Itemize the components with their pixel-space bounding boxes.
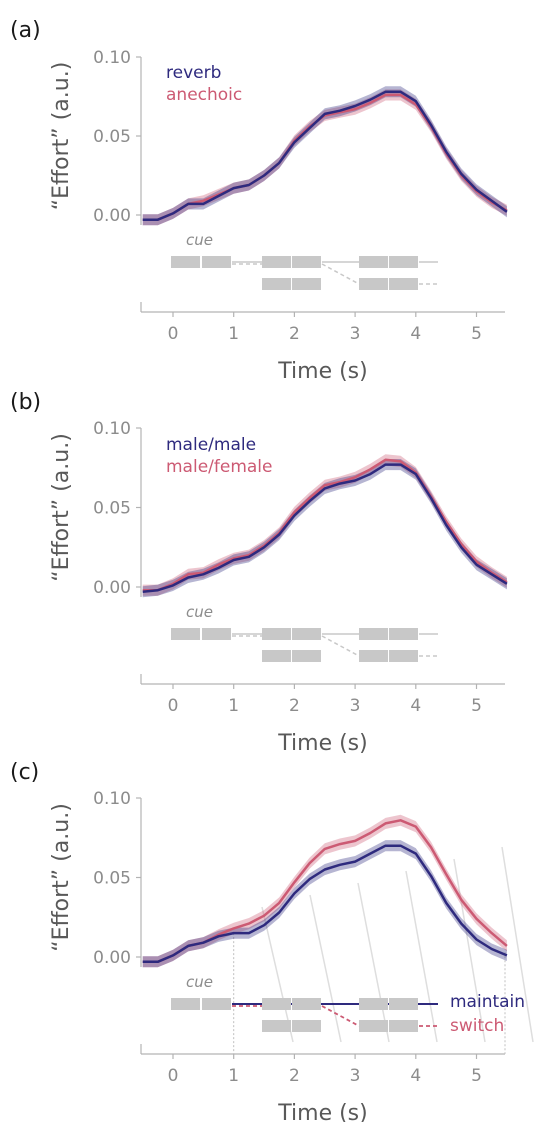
x-tick-label: 2 — [289, 1066, 300, 1086]
legend-entry: maintain — [450, 992, 525, 1012]
y-tick-label: 0.05 — [93, 127, 131, 147]
x-tick-label: 0 — [168, 1066, 179, 1086]
x-tick-label: 2 — [289, 324, 300, 344]
timeline-block — [171, 256, 200, 268]
x-tick-label: 2 — [289, 696, 300, 716]
x-axis-label: Time (s) — [277, 1101, 367, 1122]
x-axis-label: Time (s) — [277, 731, 367, 756]
timeline-block — [359, 650, 388, 662]
y-tick-label: 0.00 — [93, 578, 131, 598]
timeline-block — [262, 278, 291, 290]
timeline-block — [262, 998, 291, 1010]
x-tick-label: 4 — [410, 324, 421, 344]
y-axis-label: “Effort” (a.u.) — [49, 433, 74, 582]
timeline-block — [389, 998, 418, 1010]
legend-entry: male/male — [166, 435, 256, 455]
timeline-block — [262, 256, 291, 268]
timeline-block — [202, 628, 231, 640]
timeline-block — [202, 256, 231, 268]
timeline-block — [359, 256, 388, 268]
timeline-block — [262, 650, 291, 662]
panel-label: (a) — [10, 18, 41, 43]
timeline-block — [292, 650, 321, 662]
timeline-block — [202, 998, 231, 1010]
timeline-block — [292, 998, 321, 1010]
hatch-lines — [261, 846, 534, 1043]
y-tick-label: 0.05 — [93, 869, 131, 889]
timeline-block — [359, 1020, 388, 1032]
confidence-band-maintain — [142, 840, 507, 968]
timeline-block — [389, 278, 418, 290]
y-tick-label: 0.00 — [93, 948, 131, 968]
x-tick-label: 4 — [410, 1066, 421, 1086]
panel-b: (b) “Effort” (a.u.) 0.00 0.05 0.10 0 1 2 3 4 5 Time… — [10, 390, 508, 756]
y-axis-label: “Effort” (a.u.) — [49, 62, 74, 211]
timeline-block — [359, 278, 388, 290]
timeline-block — [359, 998, 388, 1010]
y-tick-label: 0.10 — [93, 789, 131, 809]
timeline-block — [292, 628, 321, 640]
timeline-block — [292, 278, 321, 290]
hatch-line — [405, 870, 438, 1043]
panel-label: (c) — [10, 760, 39, 785]
series-line-male-male — [142, 463, 508, 594]
timeline-block — [389, 628, 418, 640]
timeline-block — [171, 628, 200, 640]
timeline-block — [171, 998, 200, 1010]
cue-label: cue — [186, 231, 213, 249]
x-tick-label: 4 — [410, 696, 421, 716]
x-tick-label: 5 — [471, 324, 482, 344]
timeline-dashed — [321, 263, 360, 285]
cue-label: cue — [186, 973, 213, 991]
hatch-line — [357, 882, 390, 1043]
timeline-block — [292, 1020, 321, 1032]
confidence-band-male-male — [142, 459, 507, 598]
timeline-dashed — [321, 635, 360, 657]
timeline-block — [262, 1020, 291, 1032]
confidence-band-anechoic — [142, 89, 507, 226]
x-tick-label: 0 — [168, 324, 179, 344]
series-line-reverb — [142, 90, 508, 221]
x-axis-label: Time (s) — [277, 359, 367, 384]
y-tick-label: 0.10 — [93, 419, 131, 439]
cue-label: cue — [186, 603, 213, 621]
panel-c: (c) “Effort” (a.u.) 0.00 0.05 0.10 0 1 2 3 4 5 Time… — [10, 760, 534, 1122]
y-tick-label: 0.00 — [93, 206, 131, 226]
timeline-block — [292, 256, 321, 268]
timeline-block — [389, 650, 418, 662]
x-tick-label: 0 — [168, 696, 179, 716]
timeline-block — [359, 628, 388, 640]
x-tick-label: 1 — [228, 324, 239, 344]
legend-entry: male/female — [166, 457, 273, 477]
timeline-block — [389, 1020, 418, 1032]
confidence-band-reverb — [142, 86, 507, 226]
y-axis-label: “Effort” (a.u.) — [49, 803, 74, 952]
x-tick-label: 1 — [228, 1066, 239, 1086]
switch-timeline — [321, 1005, 360, 1027]
legend-entry: reverb — [166, 63, 221, 83]
hatch-line — [309, 894, 342, 1043]
x-tick-label: 3 — [350, 696, 361, 716]
x-tick-label: 3 — [350, 324, 361, 344]
timeline-block — [262, 628, 291, 640]
y-tick-label: 0.10 — [93, 48, 131, 68]
legend-entry: anechoic — [166, 85, 242, 105]
hatch-line — [501, 846, 534, 1043]
series-line-maintain — [142, 844, 508, 964]
panel-a: (a) “Effort” (a.u.) 0.00 0.05 0.10 0 1 2 3 4 5 Time… — [10, 18, 508, 384]
x-tick-label: 5 — [471, 1066, 482, 1086]
x-tick-label: 5 — [471, 696, 482, 716]
hatch-line — [261, 906, 294, 1043]
hatch-line — [453, 858, 486, 1043]
panel-label: (b) — [10, 390, 41, 415]
timeline-block — [389, 256, 418, 268]
y-tick-label: 0.05 — [93, 499, 131, 519]
legend-entry: switch — [450, 1016, 504, 1036]
x-tick-label: 3 — [350, 1066, 361, 1086]
series-line-male-female — [142, 458, 508, 592]
x-tick-label: 1 — [228, 696, 239, 716]
